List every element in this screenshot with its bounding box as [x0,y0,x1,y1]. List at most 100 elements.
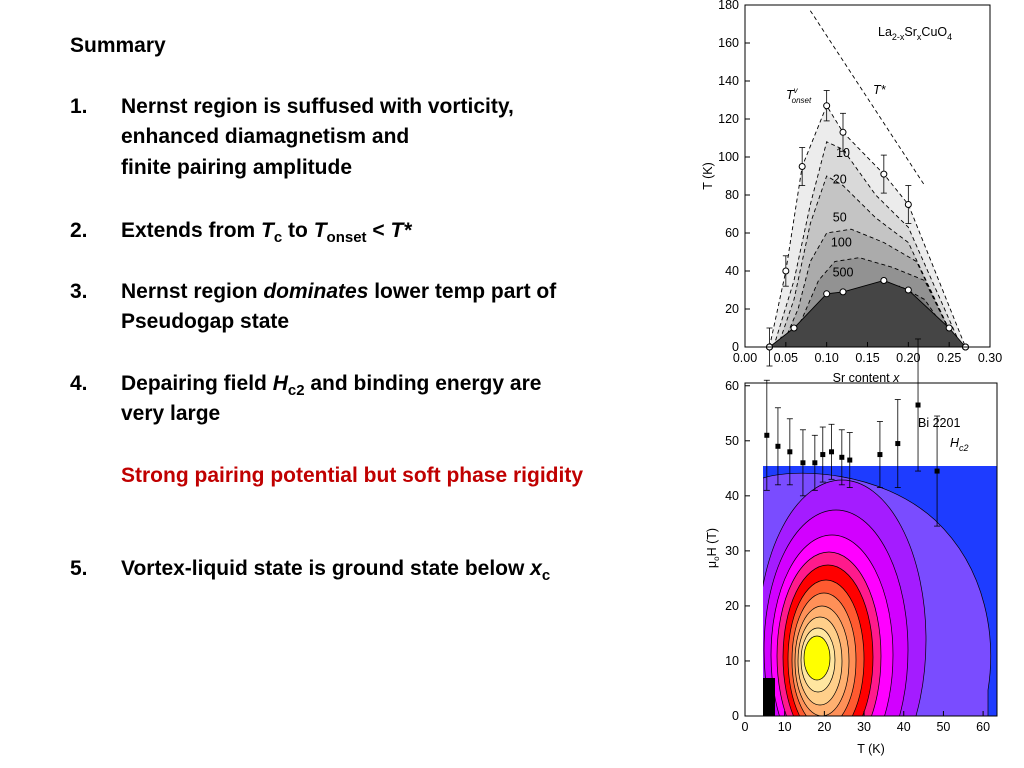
y-tick-label: 0 [732,340,739,354]
y-tick-label: 40 [725,264,739,278]
y-tick-label: 30 [725,544,739,558]
chart-title: La2-xSrxCuO4 [878,25,952,42]
title-part: 2-x [892,32,905,42]
item-text: enhanced diamagnetism and [121,125,409,148]
subscript: c [274,229,282,246]
contour-label: 500 [833,266,854,280]
subscript: onset [327,229,367,246]
highlight: Strong pairing potential but soft phase … [121,464,583,487]
x-axis-label: T (K) [857,742,885,756]
label-part: onset [792,96,812,105]
x-tick-label: 0.15 [855,351,879,365]
point [787,449,793,455]
label-part: c2 [959,443,969,453]
y-tick-label: 50 [725,434,739,448]
point [880,277,888,284]
point [820,452,826,458]
x-tick-label: 30 [857,720,871,734]
text-part: H [273,372,289,395]
point [800,460,806,466]
black-region [763,678,775,716]
contour [803,635,831,681]
label-part: x [892,371,900,385]
x-tick-label: 10 [778,720,792,734]
point [895,441,901,447]
point [829,449,835,455]
point [880,170,888,178]
x-tick-label: 0.25 [937,351,961,365]
item-text: Vortex-liquid state is ground state belo… [121,557,550,584]
x-tick-label: 40 [897,720,911,734]
label-part: v [794,86,799,95]
text-part: Extends from [121,219,261,242]
sample-label: Bi 2201 [918,416,960,430]
point [945,324,953,332]
point [847,457,853,463]
line [781,228,958,348]
item-number: 3. [70,280,88,303]
item-number: 4. [70,372,88,395]
subscript: c [542,567,550,584]
y-tick-label: 160 [718,36,739,50]
contour-field [763,466,997,716]
point [839,128,847,136]
x-tick-label: 0.30 [978,351,1002,365]
text-part: x [529,557,543,580]
y-tick-label: 180 [718,0,739,12]
x-tick-label: 0.05 [774,351,798,365]
y-tick-label: 60 [725,226,739,240]
y-axis-label: T (K) [701,162,715,190]
line [773,141,962,348]
subscript: c2 [288,382,305,399]
point [798,163,806,170]
x-tick-label: 60 [976,720,990,734]
onset-label: Tv onset [786,86,812,105]
text-part: Depairing field [121,372,273,395]
title-part: x [917,32,922,42]
point [823,290,831,298]
text-part: and binding energy are [305,372,542,395]
text-part: T* [390,219,412,242]
contour-label: 20 [833,173,847,187]
text-part: T [261,219,276,242]
label-part: T [786,88,795,102]
title-part: CuO [921,25,947,39]
line [769,280,966,348]
point [812,460,818,466]
point [782,267,790,275]
point [877,452,883,458]
point [839,288,847,296]
tstar-label: T* [873,83,887,97]
item-text: Nernst region dominates lower temp part … [121,280,557,303]
x-tick-label: 0.10 [814,351,838,365]
contour-label: 100 [831,235,852,249]
title-part: 4 [947,32,952,42]
text-part: Vortex-liquid state is ground state belo… [121,557,530,580]
point [904,286,912,294]
hc2-label: Hc2 [950,436,969,453]
x-tick-label: 50 [936,720,950,734]
text-part: Nernst region [121,280,263,303]
heading: Summary [70,34,166,57]
point [934,468,940,474]
contour-label: 10 [836,146,850,160]
text-part: T [314,219,329,242]
point [764,432,770,438]
y-tick-label: 80 [725,188,739,202]
y-tick-label: 100 [718,150,739,164]
contour-label: 50 [833,211,847,225]
point [839,454,845,460]
item-text: finite pairing amplitude [121,156,352,179]
point [790,324,798,332]
x-tick-label: 0 [742,720,749,734]
line [777,175,958,348]
y-tick-label: 20 [725,302,739,316]
y-tick-label: 140 [718,74,739,88]
x-tick-label: 20 [817,720,831,734]
label-part: H [950,436,960,450]
text-part: < [367,219,391,242]
item-text: Pseudogap state [121,310,289,333]
item-text: very large [121,402,220,425]
y-tick-label: 40 [725,489,739,503]
